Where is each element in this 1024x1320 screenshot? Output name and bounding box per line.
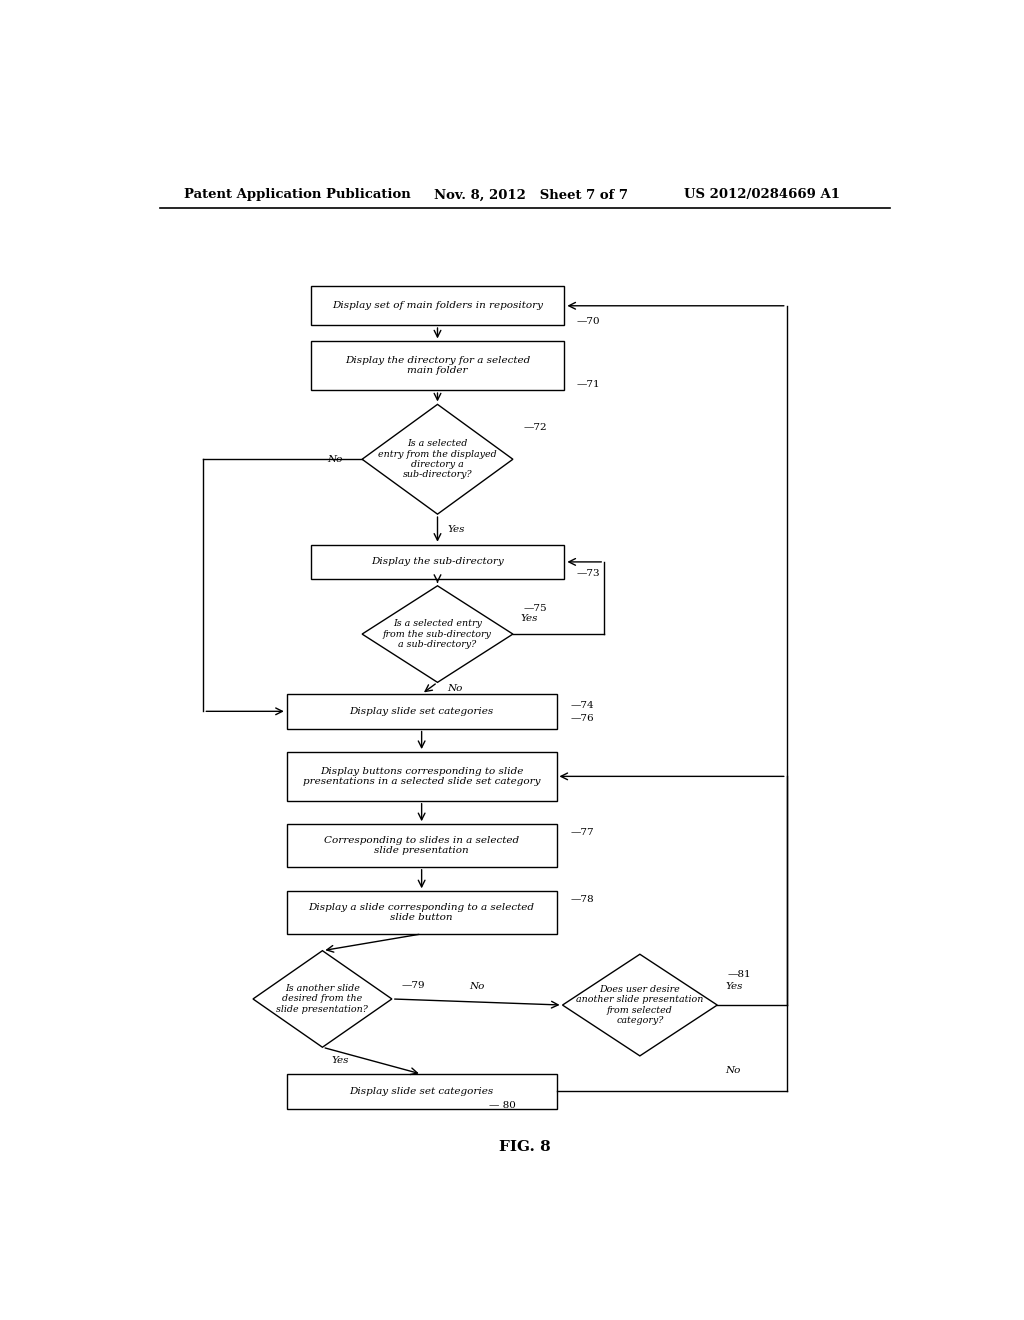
Text: Display the directory for a selected
main folder: Display the directory for a selected mai… bbox=[345, 356, 530, 375]
Text: —79: —79 bbox=[401, 981, 425, 990]
Text: Is a selected entry
from the sub-directory
a sub-directory?: Is a selected entry from the sub-directo… bbox=[383, 619, 492, 649]
Text: Yes: Yes bbox=[521, 614, 539, 623]
Text: Display slide set categories: Display slide set categories bbox=[349, 1086, 494, 1096]
Text: Is another slide
desired from the
slide presentation?: Is another slide desired from the slide … bbox=[276, 985, 369, 1014]
Polygon shape bbox=[253, 950, 392, 1047]
Text: —70: —70 bbox=[577, 317, 600, 326]
Text: —74: —74 bbox=[570, 701, 595, 710]
FancyBboxPatch shape bbox=[310, 342, 564, 391]
Text: Patent Application Publication: Patent Application Publication bbox=[183, 189, 411, 202]
Text: —77: —77 bbox=[570, 828, 595, 837]
Text: No: No bbox=[469, 982, 485, 991]
Text: —75: —75 bbox=[523, 605, 547, 614]
Text: Does user desire
another slide presentation
from selected
category?: Does user desire another slide presentat… bbox=[577, 985, 703, 1026]
Text: Corresponding to slides in a selected
slide presentation: Corresponding to slides in a selected sl… bbox=[324, 836, 519, 855]
Text: —81: —81 bbox=[727, 970, 751, 979]
Polygon shape bbox=[362, 404, 513, 515]
Text: —73: —73 bbox=[577, 569, 600, 578]
Text: — 80: — 80 bbox=[489, 1101, 516, 1110]
Text: —71: —71 bbox=[577, 380, 600, 388]
Polygon shape bbox=[362, 586, 513, 682]
Text: No: No bbox=[327, 455, 342, 463]
FancyBboxPatch shape bbox=[287, 1074, 557, 1109]
Text: No: No bbox=[447, 684, 463, 693]
Text: Display the sub-directory: Display the sub-directory bbox=[371, 557, 504, 566]
FancyBboxPatch shape bbox=[310, 286, 564, 325]
FancyBboxPatch shape bbox=[287, 824, 557, 867]
Text: —72: —72 bbox=[523, 424, 547, 432]
Text: Nov. 8, 2012   Sheet 7 of 7: Nov. 8, 2012 Sheet 7 of 7 bbox=[433, 189, 628, 202]
Text: US 2012/0284669 A1: US 2012/0284669 A1 bbox=[684, 189, 840, 202]
Text: Display buttons corresponding to slide
presentations in a selected slide set cat: Display buttons corresponding to slide p… bbox=[303, 767, 541, 787]
FancyBboxPatch shape bbox=[287, 752, 557, 801]
Text: —76: —76 bbox=[570, 714, 595, 723]
FancyBboxPatch shape bbox=[310, 545, 564, 579]
Text: No: No bbox=[725, 1067, 740, 1074]
Text: —78: —78 bbox=[570, 895, 595, 904]
Text: Yes: Yes bbox=[332, 1056, 349, 1065]
Text: Display a slide corresponding to a selected
slide button: Display a slide corresponding to a selec… bbox=[308, 903, 535, 923]
Text: Is a selected
entry from the displayed
directory a
sub-directory?: Is a selected entry from the displayed d… bbox=[378, 440, 497, 479]
FancyBboxPatch shape bbox=[287, 891, 557, 935]
Text: Yes: Yes bbox=[447, 525, 465, 533]
Text: FIG. 8: FIG. 8 bbox=[499, 1140, 551, 1155]
FancyBboxPatch shape bbox=[287, 694, 557, 729]
Text: Display set of main folders in repository: Display set of main folders in repositor… bbox=[332, 301, 543, 310]
Polygon shape bbox=[562, 954, 717, 1056]
Text: Yes: Yes bbox=[725, 982, 742, 991]
Text: Display slide set categories: Display slide set categories bbox=[349, 706, 494, 715]
